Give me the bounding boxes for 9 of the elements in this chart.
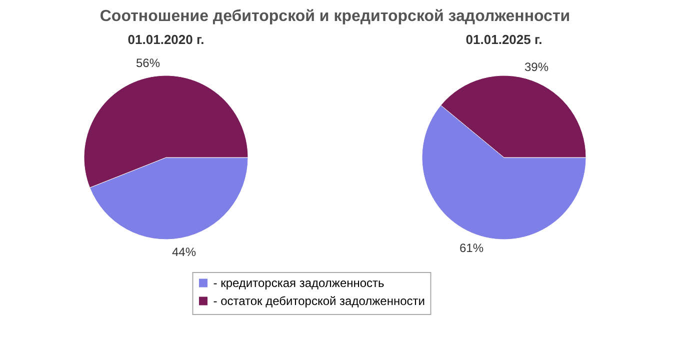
legend-label: - остаток дебиторской задолженности [213, 294, 425, 308]
data-label: 44% [172, 244, 196, 259]
data-label: 61% [459, 240, 484, 255]
data-label: 56% [136, 56, 160, 70]
chart-subtitle: 01.01.2020 г. [128, 32, 204, 47]
chart-subtitle: 01.01.2025 г. [466, 32, 542, 47]
chart-title: Соотношение дебиторской и кредиторской задолженности [100, 8, 570, 25]
legend-label: - кредиторская задолженность [213, 276, 384, 290]
data-label: 39% [524, 60, 549, 74]
